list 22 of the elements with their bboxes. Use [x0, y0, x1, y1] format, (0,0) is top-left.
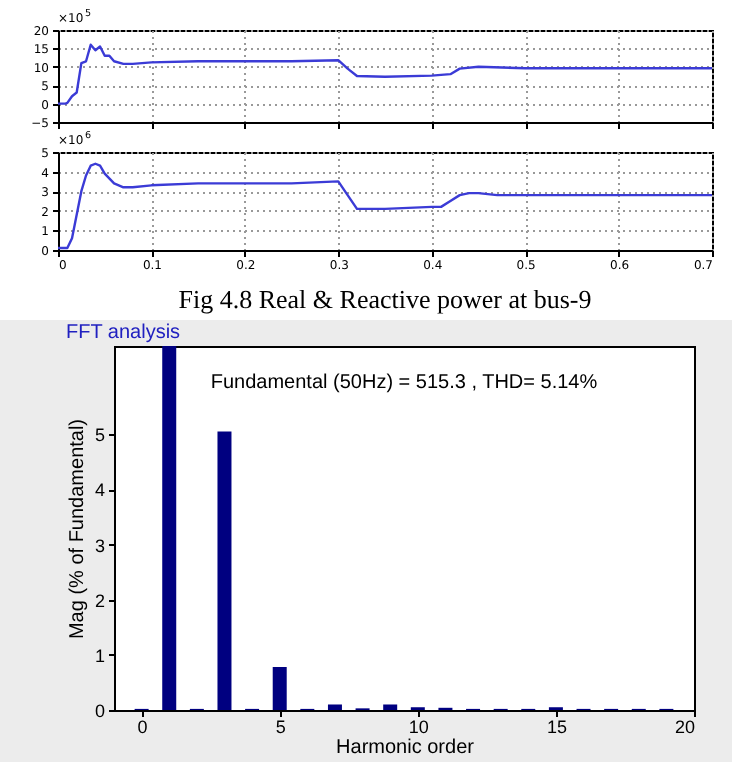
y-axis-title: Mag (% of Fundamental) — [66, 418, 89, 640]
y-tick-label: 0 — [94, 701, 105, 721]
bar — [162, 346, 177, 710]
x-tick-label: 20 — [674, 717, 695, 737]
bar — [327, 704, 342, 710]
text: Fundamental (50Hz) = 515.3 , THD= 5.14% — [210, 372, 598, 394]
x-tick-label: 0 — [137, 717, 148, 737]
x-tick-label: 15 — [546, 717, 567, 737]
bar — [383, 704, 398, 710]
x-axis-title: Harmonic order — [336, 737, 476, 759]
bar — [272, 666, 287, 710]
y-tick-label: 3 — [94, 535, 105, 556]
bar — [217, 431, 232, 710]
y-tick-label: 2 — [94, 590, 105, 611]
y-tick-label: 1 — [94, 645, 105, 666]
caption: Fig 4.8 Real & Reactive power at bus-9 — [178, 284, 592, 314]
x-tick-label: 10 — [408, 717, 429, 737]
line-series — [58, 43, 712, 105]
y-tick-label: 5 — [94, 425, 105, 446]
y-tick-label: 4 — [94, 480, 105, 501]
chart-title: FFT analysis — [65, 322, 181, 344]
x-tick-label: 5 — [275, 717, 286, 737]
